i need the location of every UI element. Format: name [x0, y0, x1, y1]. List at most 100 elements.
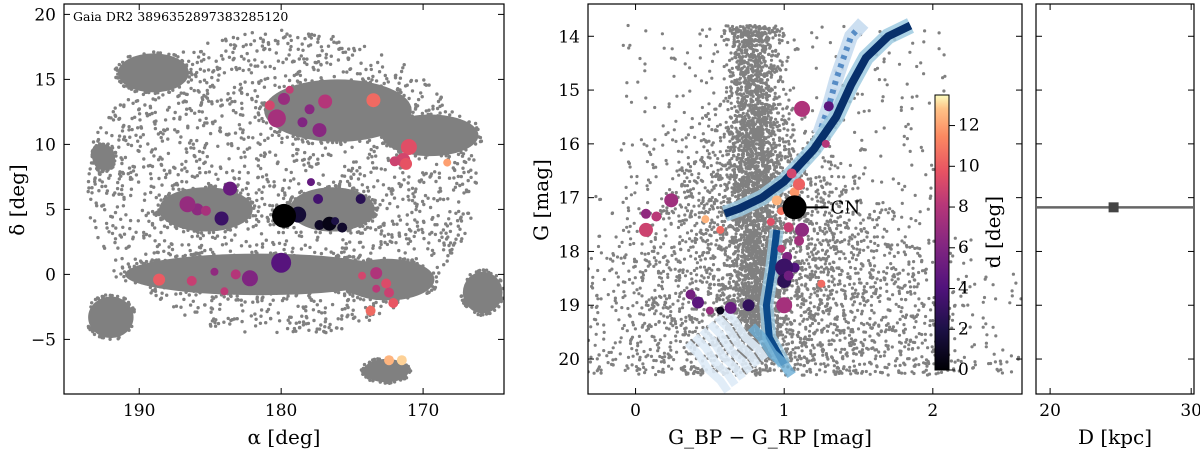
- field-star: [317, 69, 320, 72]
- field-star: [747, 109, 750, 112]
- field-star: [343, 165, 346, 168]
- field-star: [196, 306, 199, 309]
- field-star: [230, 239, 233, 242]
- field-star: [205, 81, 208, 84]
- y-tick-label: 15: [34, 70, 56, 90]
- field-star: [209, 311, 212, 314]
- field-star: [273, 67, 276, 70]
- field-star: [759, 90, 762, 93]
- field-star: [760, 94, 763, 97]
- field-star: [220, 54, 223, 57]
- field-star: [762, 235, 765, 238]
- field-star: [109, 116, 112, 119]
- field-star: [385, 193, 388, 196]
- field-star: [327, 326, 330, 329]
- field-star: [341, 246, 344, 249]
- field-star: [240, 107, 243, 110]
- field-star: [776, 121, 779, 124]
- field-star: [438, 111, 441, 114]
- field-star: [160, 217, 163, 220]
- field-star: [197, 90, 200, 93]
- field-star: [286, 294, 289, 297]
- field-star: [120, 162, 123, 165]
- field-star: [158, 211, 161, 214]
- field-star: [173, 128, 176, 131]
- field-star: [180, 163, 183, 166]
- field-star: [191, 254, 194, 257]
- field-star: [721, 154, 724, 157]
- field-star: [144, 91, 147, 94]
- field-star: [778, 38, 781, 41]
- field-star: [137, 219, 140, 222]
- field-star: [355, 169, 358, 172]
- field-star: [436, 266, 439, 269]
- field-star: [740, 85, 743, 88]
- field-star: [371, 247, 374, 250]
- field-star: [269, 223, 272, 226]
- field-star: [305, 315, 308, 318]
- field-star: [195, 160, 198, 163]
- field-star: [122, 198, 125, 201]
- field-star: [723, 29, 726, 32]
- field-star: [731, 67, 734, 70]
- field-star: [216, 68, 219, 71]
- field-star: [257, 80, 260, 83]
- field-star: [338, 184, 341, 187]
- field-star: [736, 36, 739, 39]
- field-star: [426, 247, 429, 250]
- field-star: [416, 225, 419, 228]
- field-star: [316, 303, 319, 306]
- field-star: [763, 238, 766, 241]
- field-star: [283, 243, 286, 246]
- field-star: [254, 106, 257, 109]
- field-star: [232, 176, 235, 179]
- field-star: [366, 141, 369, 144]
- field-star: [439, 231, 442, 234]
- field-star: [163, 197, 166, 200]
- sky-member: [331, 217, 339, 225]
- field-star: [438, 239, 441, 242]
- field-star: [334, 290, 337, 293]
- field-star: [232, 58, 235, 61]
- field-star: [229, 250, 232, 253]
- field-star: [297, 48, 300, 51]
- field-star: [284, 74, 287, 77]
- field-star: [309, 43, 312, 46]
- field-star: [101, 180, 104, 183]
- field-star: [240, 320, 243, 323]
- field-star: [248, 121, 251, 124]
- field-star: [777, 79, 780, 82]
- field-star: [203, 79, 206, 82]
- field-star: [120, 193, 123, 196]
- field-star: [198, 171, 201, 174]
- field-star: [194, 293, 197, 296]
- field-star: [201, 96, 204, 99]
- field-star: [255, 252, 258, 255]
- field-star: [407, 198, 410, 201]
- field-star: [771, 36, 774, 39]
- field-star: [778, 95, 781, 98]
- field-star: [233, 100, 236, 103]
- dense-region: [88, 297, 133, 339]
- field-star: [406, 84, 409, 87]
- sky-member: [265, 100, 275, 110]
- field-star: [770, 76, 773, 79]
- sky-member: [242, 270, 258, 286]
- field-star: [228, 56, 231, 59]
- field-star: [300, 54, 303, 57]
- field-star: [178, 141, 181, 144]
- field-star: [247, 193, 250, 196]
- field-star: [232, 36, 235, 39]
- field-star: [376, 61, 379, 64]
- field-star: [739, 318, 742, 321]
- field-star: [226, 92, 229, 95]
- field-star: [90, 191, 93, 194]
- field-star: [210, 100, 213, 103]
- field-star: [405, 376, 408, 379]
- field-star: [421, 264, 424, 267]
- field-star: [153, 251, 156, 254]
- field-star: [166, 226, 169, 229]
- field-star: [267, 218, 270, 221]
- field-star: [257, 113, 260, 116]
